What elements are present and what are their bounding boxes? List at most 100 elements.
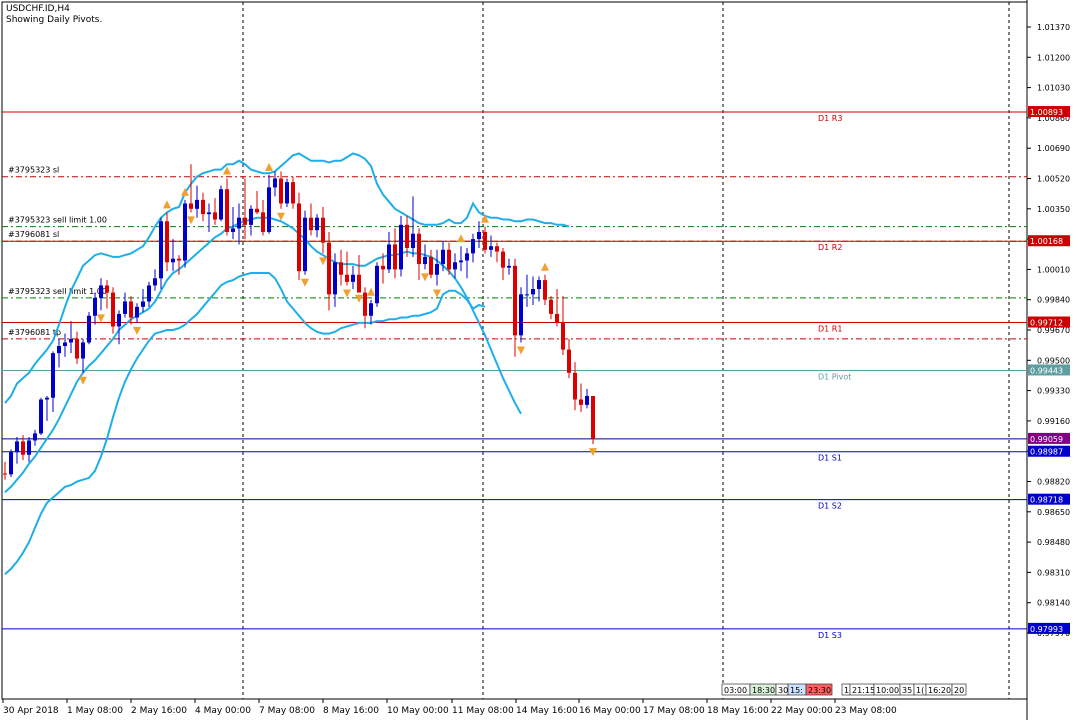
pivot-label: D1 Pivot bbox=[818, 372, 851, 381]
fractal-up-icon bbox=[367, 287, 375, 296]
candle-body bbox=[93, 297, 97, 316]
candle-body bbox=[219, 189, 223, 220]
session-box-label: 1( bbox=[916, 686, 924, 695]
candle-body bbox=[441, 249, 445, 265]
pivot-price-box bbox=[1028, 622, 1070, 634]
candle-body bbox=[507, 265, 511, 268]
fractal-down-icon bbox=[187, 216, 195, 225]
candle-body bbox=[201, 199, 205, 215]
candle-body bbox=[291, 182, 295, 204]
bollinger-upper bbox=[4, 152, 570, 404]
candle-body bbox=[177, 258, 181, 261]
pivot-price-label: 0.99443 bbox=[1030, 366, 1063, 375]
candle-body bbox=[459, 260, 463, 263]
y-tick-label: 1.01370 bbox=[1037, 23, 1070, 32]
candle-body bbox=[99, 285, 103, 298]
candle-body bbox=[447, 249, 451, 270]
session-box-label: 1 bbox=[844, 686, 849, 695]
candle-body bbox=[375, 265, 379, 304]
candle-body bbox=[249, 208, 253, 225]
candle-body bbox=[429, 256, 433, 275]
x-tick-label: 1 May 08:00 bbox=[67, 706, 123, 716]
candle-body bbox=[75, 338, 79, 359]
x-tick-label: 18 May 16:00 bbox=[707, 706, 769, 716]
candle-body bbox=[489, 246, 493, 250]
session-box[interactable] bbox=[805, 683, 833, 696]
candle-body bbox=[141, 301, 145, 307]
x-tick-label: 22 May 00:00 bbox=[771, 706, 833, 716]
candle-body bbox=[591, 395, 595, 439]
candle-body bbox=[573, 372, 577, 400]
y-tick-label: 1.01200 bbox=[1037, 53, 1070, 62]
candle-body bbox=[117, 313, 121, 327]
candle-body bbox=[273, 178, 277, 188]
pivot-label: D1 S1 bbox=[818, 454, 842, 463]
y-tick-label: 0.99840 bbox=[1037, 296, 1070, 305]
candle-body bbox=[171, 258, 175, 263]
session-box-label: 16:20 bbox=[928, 686, 951, 695]
session-box[interactable] bbox=[951, 683, 967, 696]
candle-body bbox=[9, 452, 13, 475]
pivot-price-label: 1.00168 bbox=[1030, 237, 1063, 246]
candle-body bbox=[561, 322, 565, 350]
y-tick-label: 0.99330 bbox=[1037, 387, 1070, 396]
session-box-label: 21:15 bbox=[852, 686, 875, 695]
candle-body bbox=[39, 399, 43, 434]
candle-body bbox=[327, 242, 331, 295]
candle-body bbox=[279, 178, 283, 204]
candle-body bbox=[363, 292, 367, 316]
fractal-down-icon bbox=[79, 376, 87, 385]
x-tick-label: 7 May 08:00 bbox=[259, 706, 315, 716]
session-box-label: 23:30 bbox=[808, 686, 831, 695]
candle-body bbox=[579, 399, 583, 405]
order-line-label: #3796081 sl bbox=[8, 230, 59, 239]
candle-body bbox=[15, 441, 19, 453]
candle-body bbox=[63, 342, 67, 347]
x-tick-label: 14 May 16:00 bbox=[516, 706, 578, 716]
fractal-down-icon bbox=[343, 289, 351, 298]
pivot-price-label: 0.98718 bbox=[1030, 496, 1063, 505]
fractal-up-icon bbox=[265, 162, 273, 171]
symbol-title: USDCHF.ID,H4 bbox=[6, 4, 70, 14]
fractal-up-icon bbox=[481, 214, 489, 223]
x-tick-label: 17 May 08:00 bbox=[643, 706, 705, 716]
candle-body bbox=[213, 212, 217, 220]
candle-body bbox=[189, 203, 193, 209]
session-box-label: 18:30 bbox=[752, 686, 775, 695]
x-tick-label: 23 May 08:00 bbox=[835, 706, 897, 716]
y-tick-label: 0.98650 bbox=[1037, 508, 1070, 517]
order-line-label: #3795323 sl bbox=[8, 166, 59, 175]
order-line-label: #3795323 sell limit 1.00 bbox=[8, 287, 107, 296]
fractal-down-icon bbox=[517, 346, 525, 355]
y-tick-label: 0.99500 bbox=[1037, 356, 1070, 365]
candle-body bbox=[111, 292, 115, 327]
candle-body bbox=[129, 301, 133, 318]
candle-body bbox=[135, 306, 139, 318]
x-tick-label: 2 May 16:00 bbox=[131, 706, 187, 716]
session-box-label: 10:00 bbox=[876, 686, 899, 695]
pivot-price-label: 1.00893 bbox=[1030, 108, 1063, 117]
candle-body bbox=[405, 224, 409, 249]
candle-body bbox=[525, 294, 529, 296]
candle-body bbox=[513, 265, 517, 336]
y-tick-label: 1.00520 bbox=[1037, 175, 1070, 184]
candle-body bbox=[159, 221, 163, 279]
candle-body bbox=[321, 217, 325, 243]
candle-body bbox=[423, 256, 427, 265]
candle-body bbox=[585, 395, 589, 405]
x-tick-label: 10 May 00:00 bbox=[387, 706, 449, 716]
candle-body bbox=[501, 251, 505, 268]
candle-body bbox=[495, 246, 499, 252]
current-price-box bbox=[1028, 432, 1070, 444]
pivot-price-box bbox=[1028, 106, 1070, 118]
candle-body bbox=[303, 217, 307, 272]
current-price-label: 0.99059 bbox=[1030, 435, 1063, 444]
pivot-price-label: 0.98987 bbox=[1030, 448, 1063, 457]
y-tick-label: 1.00350 bbox=[1037, 205, 1070, 214]
candle-body bbox=[519, 294, 523, 336]
candle-body bbox=[207, 212, 211, 215]
y-tick-label: 0.98140 bbox=[1037, 599, 1070, 608]
fractal-up-icon bbox=[541, 262, 549, 271]
